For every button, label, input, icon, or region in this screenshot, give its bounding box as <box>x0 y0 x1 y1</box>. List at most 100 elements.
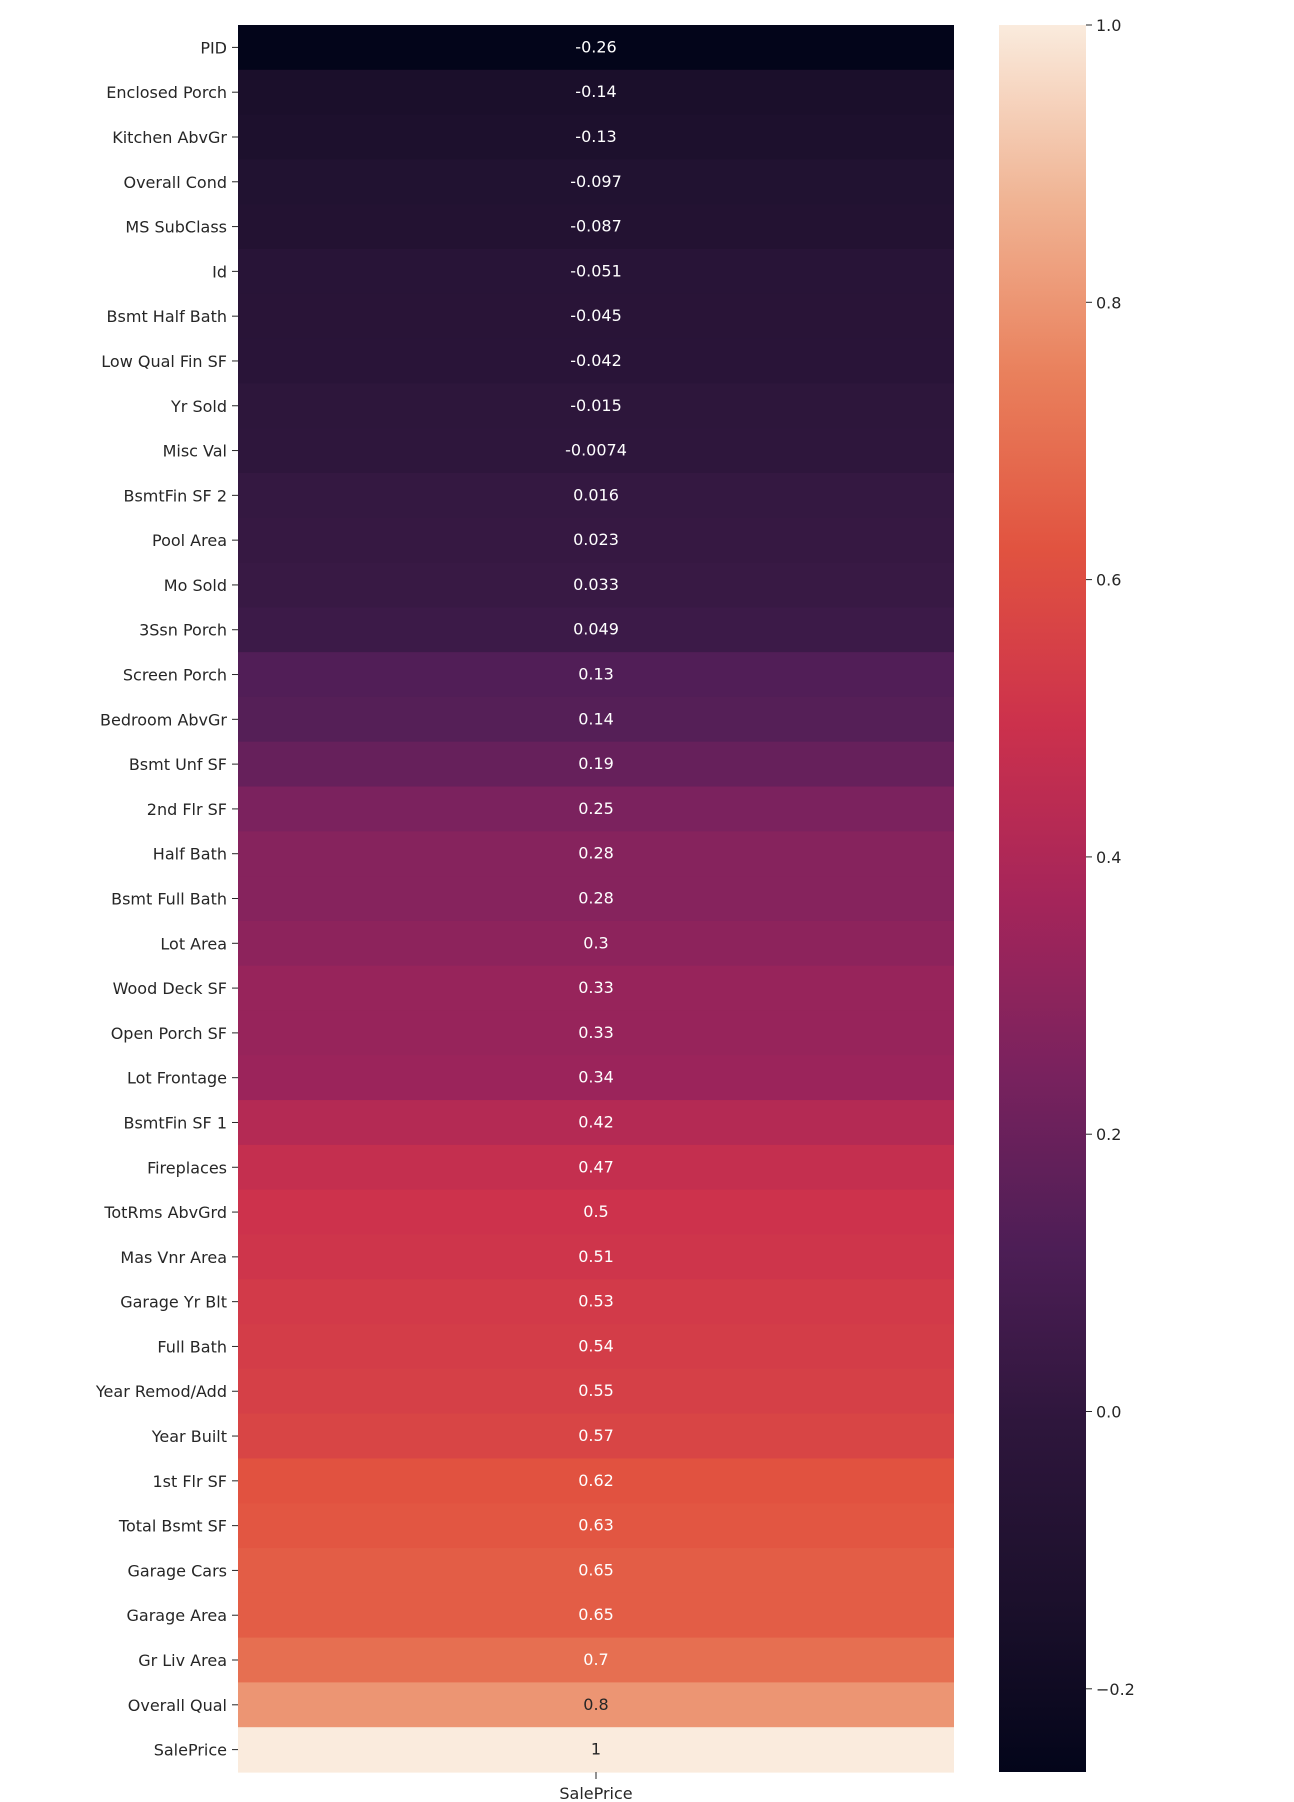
cell-value-label: 0.51 <box>578 1247 614 1266</box>
row-label: Overall Qual <box>128 1696 227 1715</box>
heatmap-cell <box>238 1592 954 1639</box>
cell-value-label: 0.049 <box>573 620 619 639</box>
cell-value-label: 0.57 <box>578 1426 614 1445</box>
heatmap-cell <box>238 1413 954 1460</box>
cell-value-label: 0.34 <box>578 1068 614 1087</box>
row-label: 2nd Flr SF <box>147 800 227 819</box>
heatmap-cell <box>238 1503 954 1549</box>
heatmap-cell <box>238 1324 954 1370</box>
cell-value-label: -0.051 <box>570 261 622 280</box>
heatmap-cell <box>238 965 954 1012</box>
cell-value-label: 0.14 <box>578 709 614 728</box>
row-label: Garage Yr Blt <box>120 1293 227 1312</box>
cell-value-label: 0.033 <box>573 575 619 594</box>
colorbar-tick-label: 0.6 <box>1096 571 1121 590</box>
cell-value-label: 0.53 <box>578 1292 614 1311</box>
row-label: 3Ssn Porch <box>139 621 227 640</box>
heatmap-cell <box>238 1010 954 1056</box>
heatmap-cell <box>238 293 954 340</box>
row-label: Enclosed Porch <box>106 83 227 102</box>
column-axis: SalePrice <box>559 1772 633 1802</box>
heatmap-cell <box>238 831 954 877</box>
cell-value-label: -0.13 <box>575 127 616 146</box>
heatmap-cell <box>238 1189 954 1236</box>
row-label: Bedroom AbvGr <box>100 710 227 729</box>
cell-value-label: -0.042 <box>570 351 622 370</box>
heatmap-cell <box>238 428 954 474</box>
cell-value-label: -0.045 <box>570 306 622 325</box>
row-label: BsmtFin SF 1 <box>123 1113 227 1132</box>
cell-value-label: 0.25 <box>578 799 614 818</box>
cell-value-label: -0.14 <box>575 82 616 101</box>
heatmap-cell <box>238 652 954 698</box>
heatmap-cell <box>238 69 954 116</box>
heatmap-cell <box>238 696 954 743</box>
colorbar-tick-label: 0.8 <box>1096 293 1121 312</box>
cell-value-label: 0.54 <box>578 1336 614 1355</box>
cell-value-label: 0.28 <box>578 844 614 863</box>
cell-value-label: 0.023 <box>573 530 619 549</box>
row-labels: PID Enclosed Porch Kitchen AbvGr Overall Co… <box>95 38 238 1760</box>
row-label: Mas Vnr Area <box>120 1248 227 1267</box>
row-label: Garage Cars <box>127 1561 227 1580</box>
heatmap-cell <box>238 741 954 788</box>
cell-value-label: 0.19 <box>578 754 614 773</box>
row-label: Bsmt Unf SF <box>129 755 227 774</box>
heatmap-cell <box>238 1727 954 1773</box>
colorbar-tick-label: 0.4 <box>1096 848 1121 867</box>
row-label: Lot Area <box>160 934 227 953</box>
row-label: Total Bsmt SF <box>118 1517 227 1536</box>
heatmap-cell <box>238 1548 954 1594</box>
row-label: MS SubClass <box>125 218 227 237</box>
row-label: Gr Liv Area <box>138 1651 227 1670</box>
row-label: SalePrice <box>154 1741 227 1760</box>
heatmap-cell <box>238 517 954 564</box>
heatmap-cell <box>238 876 954 922</box>
cell-value-label: 0.016 <box>573 485 619 504</box>
row-label: Open Porch SF <box>111 1024 227 1043</box>
row-label: Yr Sold <box>170 397 227 416</box>
cell-value-label: -0.26 <box>575 37 616 56</box>
heatmap-cell <box>238 159 954 205</box>
heatmap-cell <box>238 248 954 295</box>
heatmap-cell <box>238 1234 954 1280</box>
cell-value-label: 0.63 <box>578 1516 614 1535</box>
row-label: Misc Val <box>163 442 227 461</box>
column-label: SalePrice <box>559 1784 632 1802</box>
row-label: Fireplaces <box>147 1158 227 1177</box>
cell-value-label: 0.7 <box>583 1650 608 1669</box>
row-label: Bsmt Full Bath <box>111 890 227 909</box>
cell-value-label: 0.33 <box>578 1023 614 1042</box>
colorbar-tick-label: 0.2 <box>1096 1125 1121 1144</box>
colorbar-tick-label: −0.2 <box>1096 1680 1135 1699</box>
heatmap-cell <box>238 25 954 71</box>
colorbar-tick-label: 0.0 <box>1096 1403 1121 1422</box>
row-label: Low Qual Fin SF <box>101 352 227 371</box>
cell-value-label: -0.0074 <box>565 441 627 460</box>
heatmap-cell <box>238 1368 954 1415</box>
cell-value-label: 1 <box>591 1740 601 1759</box>
row-label: TotRms AbvGrd <box>103 1203 227 1222</box>
cell-value-label: 0.33 <box>578 978 614 997</box>
heatmap-cell <box>238 786 954 832</box>
heatmap-cells: -0.26 -0.14 -0.13 -0.097 -0.087 -0.051 -0.045 -… <box>238 25 954 1773</box>
heatmap-cell <box>238 1458 954 1504</box>
row-label: Mo Sold <box>164 576 227 595</box>
cell-value-label: 0.28 <box>578 889 614 908</box>
cell-value-label: -0.087 <box>570 217 622 236</box>
heatmap-cell <box>238 1100 954 1146</box>
cell-value-label: 0.65 <box>578 1560 614 1579</box>
heatmap-cell <box>238 1279 954 1325</box>
row-label: Year Built <box>151 1427 227 1446</box>
colorbar-tick-label: 1.0 <box>1096 16 1121 35</box>
cell-value-label: 0.8 <box>583 1695 608 1714</box>
cell-value-label: 0.55 <box>578 1381 614 1400</box>
cell-value-label: 0.65 <box>578 1605 614 1624</box>
cell-value-label: 0.13 <box>578 665 614 684</box>
row-label: Bsmt Half Bath <box>107 307 227 326</box>
heatmap-cell <box>238 607 954 653</box>
row-label: Wood Deck SF <box>113 979 227 998</box>
heatmap-cell <box>238 1682 954 1728</box>
row-label: Screen Porch <box>123 666 227 685</box>
